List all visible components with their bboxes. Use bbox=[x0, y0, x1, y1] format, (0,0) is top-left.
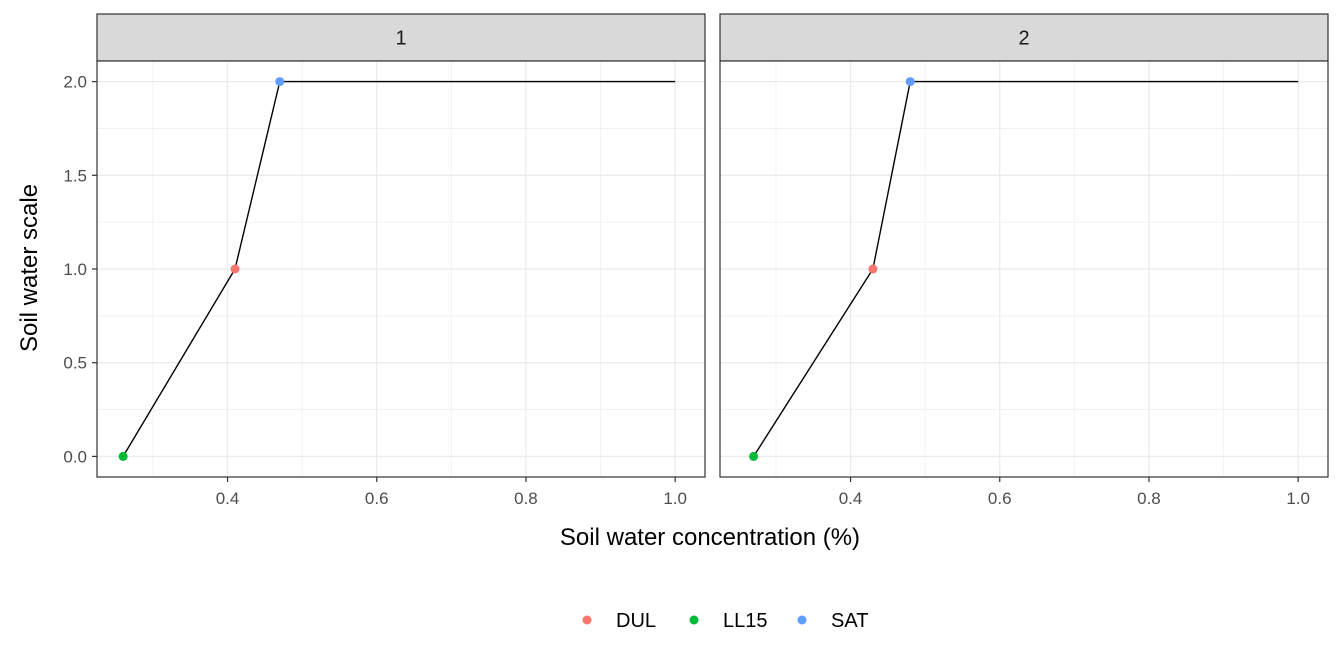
x-tick-label: 0.8 bbox=[514, 489, 538, 508]
data-point-dul bbox=[230, 264, 240, 274]
y-axis-title: Soil water scale bbox=[16, 184, 43, 352]
legend-key bbox=[689, 615, 699, 625]
legend-key bbox=[582, 615, 592, 625]
series-line bbox=[122, 80, 676, 457]
legend-label: LL15 bbox=[723, 610, 768, 632]
legend-item-dul: DUL bbox=[582, 610, 656, 632]
x-axis-title: Soil water concentration (%) bbox=[560, 524, 860, 551]
y-tick-label: 1.5 bbox=[63, 166, 87, 185]
legend: DUL LL15 SAT bbox=[582, 610, 868, 632]
panel-1: 1 0.4 0.6 0.8 1.0 0.0 0.5 1.0 1.5 2.0 bbox=[63, 13, 706, 508]
data-point-ll15 bbox=[749, 451, 759, 461]
x-tick-label: 0.6 bbox=[988, 489, 1012, 508]
x-tick-label: 0.6 bbox=[365, 489, 389, 508]
data-point-sat bbox=[905, 77, 915, 87]
legend-key bbox=[797, 615, 807, 625]
x-tick-label: 0.4 bbox=[839, 489, 863, 508]
facet-strip-label: 2 bbox=[1018, 28, 1029, 50]
series-line bbox=[753, 80, 1299, 457]
legend-label: DUL bbox=[616, 610, 656, 632]
x-tick-label: 1.0 bbox=[1286, 489, 1310, 508]
legend-item-sat: SAT bbox=[797, 610, 868, 632]
facet-strip bbox=[96, 13, 706, 62]
y-tick-label: 0.0 bbox=[63, 447, 87, 466]
facet-strip-label: 1 bbox=[395, 28, 406, 50]
facet-strip bbox=[719, 13, 1329, 62]
data-point-dul bbox=[868, 264, 878, 274]
x-tick-label: 0.4 bbox=[216, 489, 240, 508]
data-point-sat bbox=[275, 77, 285, 87]
x-tick-label: 1.0 bbox=[663, 489, 687, 508]
panel-2: 2 0.4 0.6 0.8 1.0 bbox=[719, 13, 1329, 508]
legend-label: SAT bbox=[831, 610, 868, 632]
legend-item-ll15: LL15 bbox=[689, 610, 768, 632]
x-tick-label: 0.8 bbox=[1137, 489, 1161, 508]
y-tick-label: 1.0 bbox=[63, 260, 87, 279]
panels: 1 0.4 0.6 0.8 1.0 0.0 0.5 1.0 1.5 2.0 2 0.4 0.6 0.8 1.… bbox=[63, 13, 1329, 508]
y-tick-label: 2.0 bbox=[63, 73, 87, 92]
y-tick-label: 0.5 bbox=[63, 354, 87, 373]
data-point-ll15 bbox=[118, 451, 128, 461]
panel-border bbox=[719, 60, 1329, 478]
